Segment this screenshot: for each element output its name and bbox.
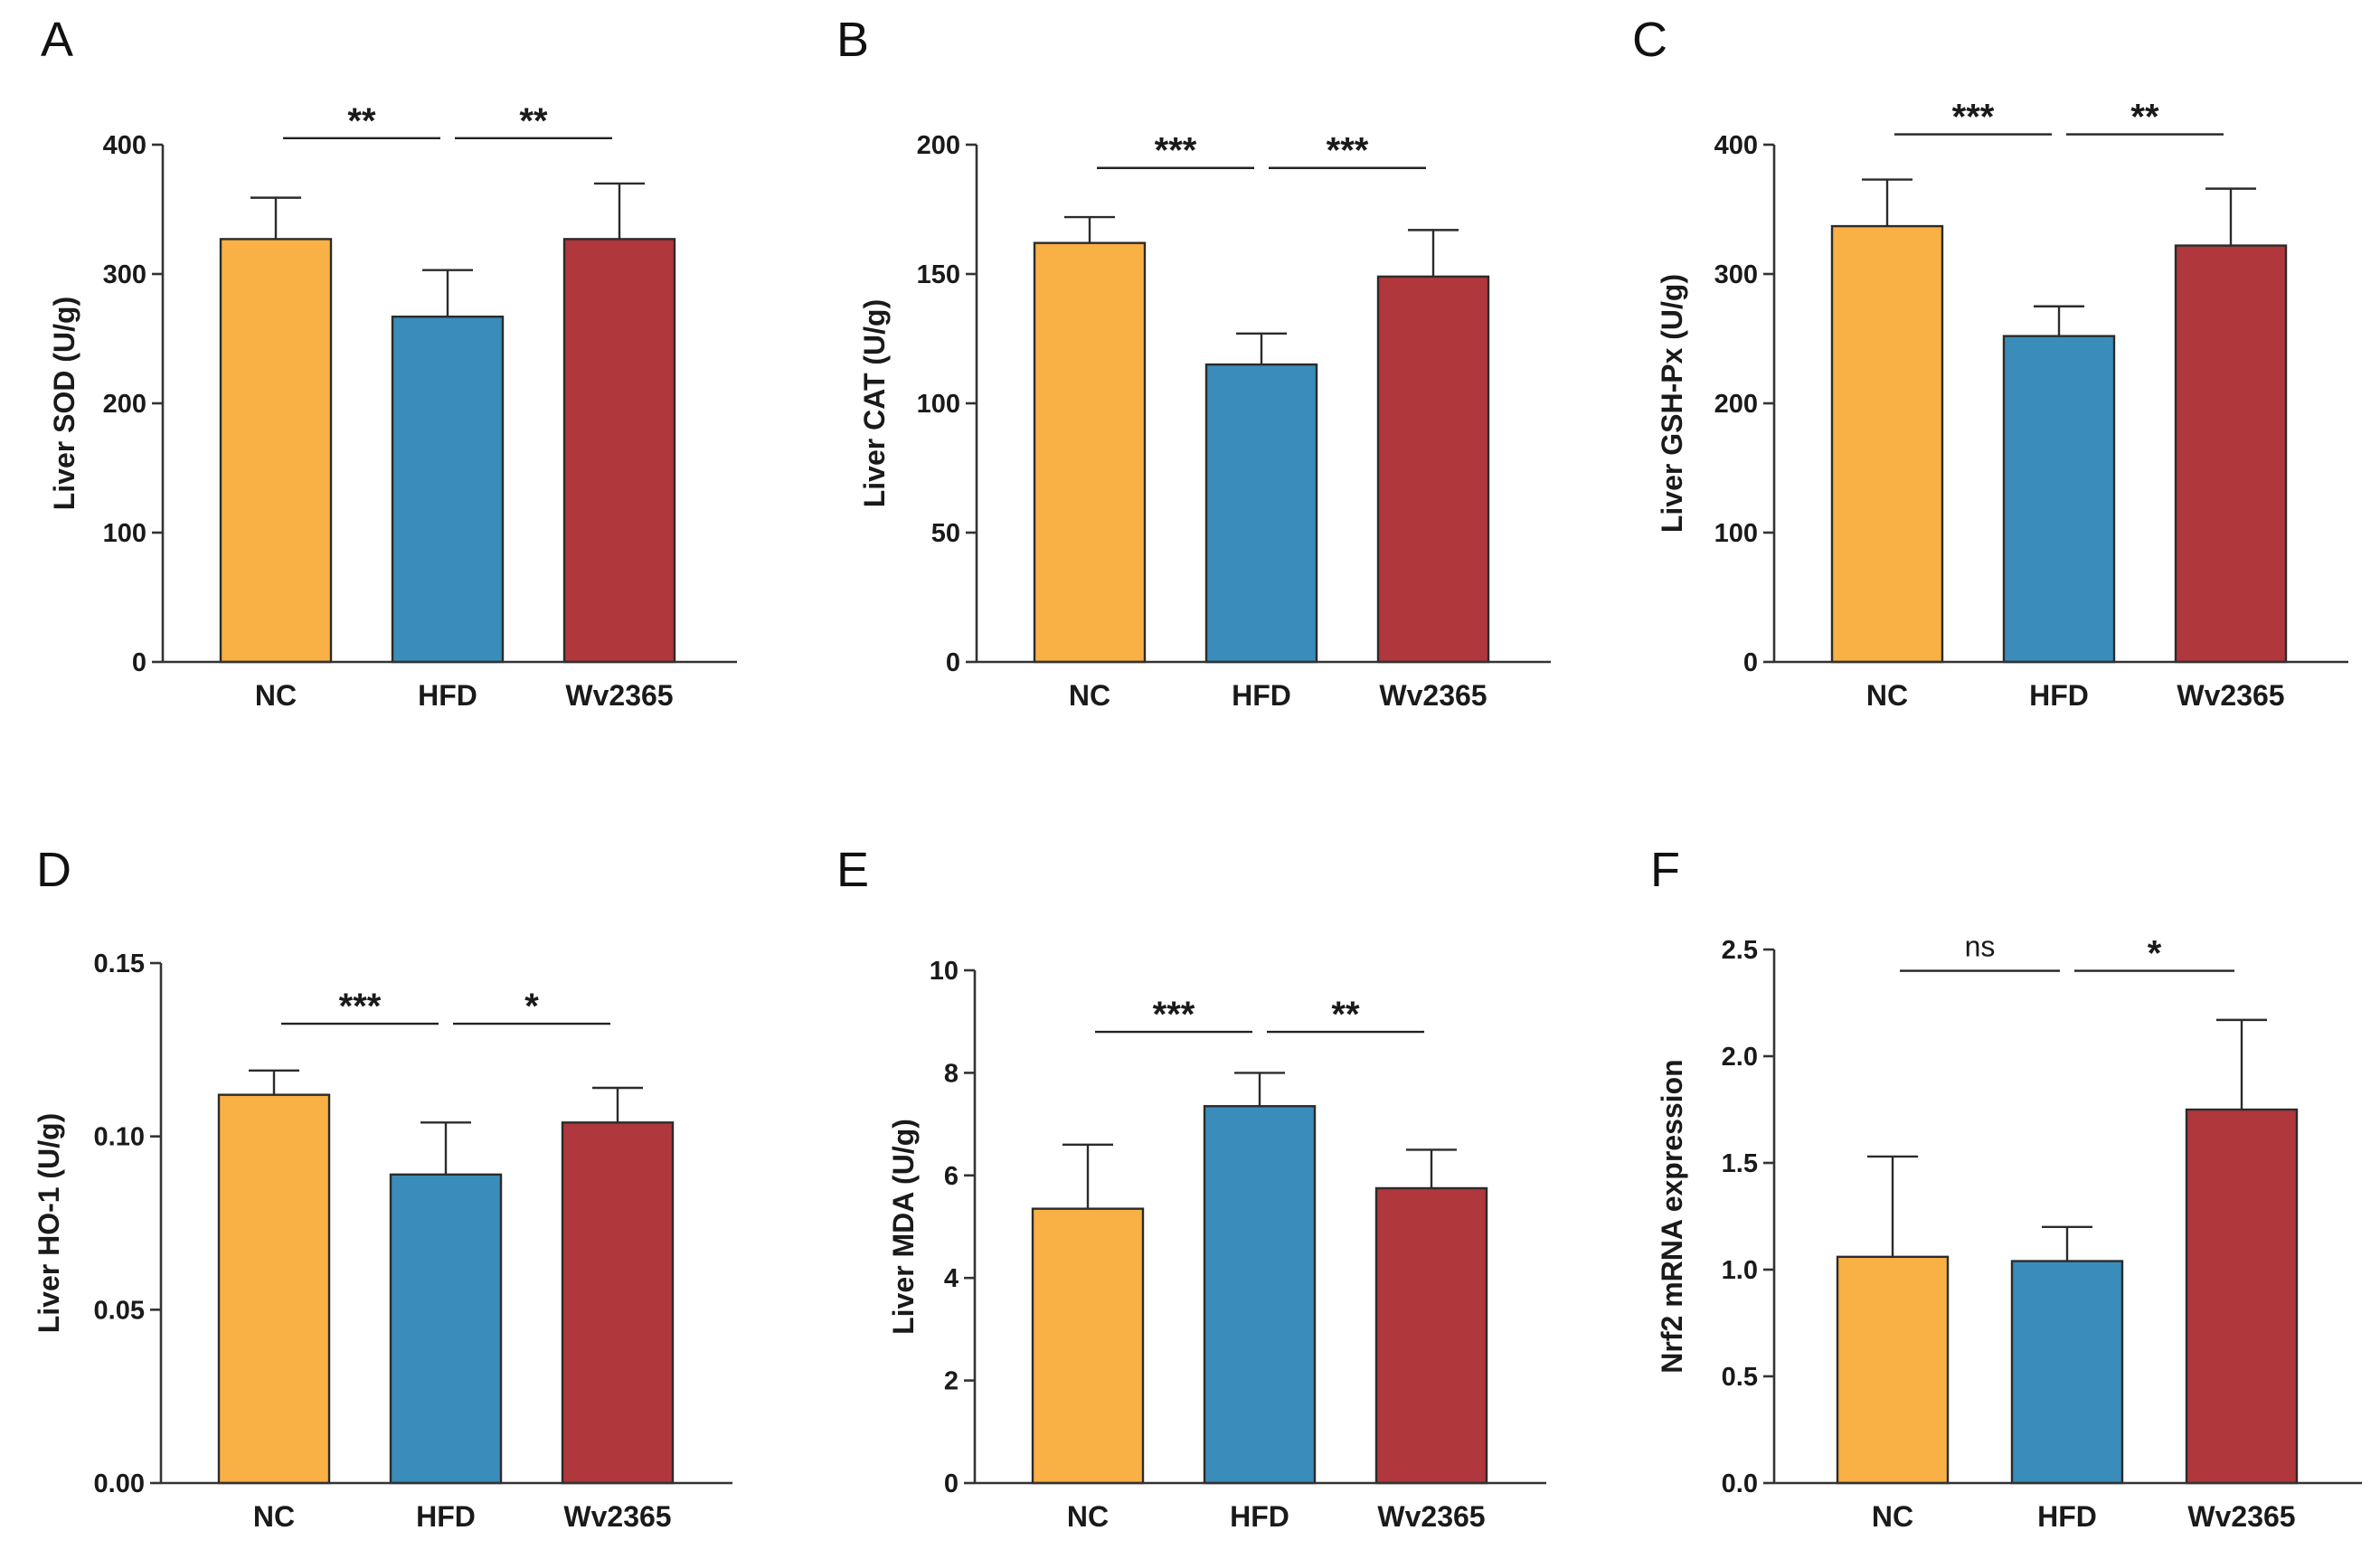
- x-tick-label: Wv2365: [1379, 679, 1487, 712]
- y-tick-label: 200: [103, 390, 146, 419]
- bar-hfd: [1203, 1105, 1317, 1485]
- bar-nc: [1033, 241, 1147, 664]
- y-tick-label: 200: [1714, 390, 1758, 419]
- panel-label-d: D: [36, 843, 71, 897]
- significance-label: **: [1331, 995, 1360, 1035]
- y-tick-label: 2: [944, 1367, 959, 1396]
- bar-wv2365: [1376, 275, 1490, 664]
- bar-wv2365: [561, 1121, 675, 1485]
- y-tick-label: 0: [1743, 648, 1758, 677]
- bar-hfd: [2002, 335, 2116, 664]
- y-tick-label: 0: [946, 648, 960, 677]
- y-tick-label: 0: [944, 1469, 959, 1498]
- x-tick-label: NC: [1069, 679, 1110, 712]
- bar-wv2365: [562, 238, 676, 664]
- y-tick-label: 1.0: [1722, 1256, 1758, 1285]
- y-tick-label: 0.05: [94, 1296, 145, 1325]
- bar-nc: [1830, 224, 1944, 664]
- x-tick-label: Wv2365: [565, 679, 673, 712]
- x-tick-label: NC: [253, 1500, 295, 1533]
- y-tick-label: 2.0: [1722, 1043, 1758, 1072]
- chart-panel-c: NC HFD Wv2365 0 100 200 300 400 Liver GSH-Px (U/…: [1656, 98, 2348, 712]
- panel-label-c: C: [1632, 13, 1667, 67]
- y-axis-title: Liver GSH-Px (U/g): [1656, 274, 1688, 533]
- significance-label: **: [519, 101, 548, 141]
- x-tick-label: HFD: [2029, 679, 2089, 712]
- panel-label-e: E: [836, 843, 869, 897]
- panel-label-f: F: [1650, 843, 1680, 897]
- significance-label: **: [347, 101, 376, 141]
- x-tick-label: Wv2365: [2187, 1500, 2295, 1533]
- significance-label: ***: [339, 987, 382, 1026]
- chart-panel-f: NC HFD Wv2365 0.0 0.5 1.0 1.5 2.0 2.5 Nrf2 mRNA e…: [1656, 931, 2362, 1533]
- x-tick-label: NC: [1872, 1500, 1913, 1533]
- significance-label: *: [524, 987, 539, 1026]
- bar-nc: [1031, 1207, 1145, 1485]
- y-axis-title: Nrf2 mRNA expression: [1656, 1059, 1688, 1373]
- y-tick-label: 6: [944, 1162, 959, 1191]
- y-tick-label: 8: [944, 1059, 959, 1088]
- significance-label: ***: [1155, 131, 1197, 171]
- panel-label-b: B: [836, 13, 869, 67]
- y-tick-label: 10: [930, 957, 959, 986]
- y-tick-label: 0.10: [94, 1123, 145, 1152]
- y-axis-title: Liver HO-1 (U/g): [33, 1113, 65, 1334]
- x-tick-label: HFD: [1232, 679, 1291, 712]
- y-tick-label: 1.5: [1722, 1149, 1758, 1178]
- bar-nc: [217, 1093, 331, 1485]
- y-axis-title: Liver MDA (U/g): [887, 1119, 920, 1335]
- bar-hfd: [2010, 1260, 2124, 1485]
- y-tick-label: 100: [103, 519, 146, 548]
- y-axis-title: Liver CAT (U/g): [858, 299, 891, 508]
- bar-hfd: [391, 315, 505, 664]
- bar-wv2365: [2174, 244, 2288, 664]
- panel-label-a: A: [41, 13, 73, 67]
- x-tick-label: HFD: [418, 679, 477, 712]
- x-tick-label: HFD: [1230, 1500, 1289, 1533]
- y-tick-label: 0.15: [94, 950, 145, 978]
- y-tick-label: 200: [917, 131, 960, 160]
- bar-nc: [1836, 1255, 1950, 1485]
- bar-wv2365: [1374, 1186, 1488, 1485]
- y-tick-label: 0.5: [1722, 1363, 1758, 1392]
- bar-wv2365: [2185, 1108, 2299, 1485]
- significance-label: ***: [1327, 131, 1369, 171]
- bar-hfd: [1204, 363, 1318, 664]
- significance-label: **: [2130, 98, 2159, 137]
- y-axis-title: Liver SOD (U/g): [48, 297, 80, 510]
- y-tick-label: 0: [132, 648, 146, 677]
- significance-label: ns: [1965, 931, 1996, 963]
- y-tick-label: 300: [103, 260, 146, 289]
- y-tick-label: 100: [1714, 519, 1758, 548]
- y-tick-label: 150: [917, 260, 960, 289]
- y-tick-label: 300: [1714, 260, 1758, 289]
- y-tick-label: 0.0: [1722, 1469, 1758, 1498]
- y-tick-label: 100: [917, 390, 960, 419]
- x-tick-label: HFD: [416, 1500, 476, 1533]
- y-tick-label: 400: [1714, 131, 1758, 160]
- x-tick-label: NC: [255, 679, 297, 712]
- y-tick-label: 50: [931, 519, 960, 548]
- x-tick-label: HFD: [2037, 1500, 2097, 1533]
- x-tick-label: NC: [1866, 679, 1908, 712]
- x-tick-label: Wv2365: [563, 1500, 671, 1533]
- y-tick-label: 2.5: [1722, 936, 1758, 965]
- chart-panel-a: NC HFD Wv2365 0 100 200 300 400 Liver SOD (U/g) *…: [48, 101, 737, 712]
- x-tick-label: Wv2365: [2177, 679, 2284, 712]
- bar-nc: [219, 238, 333, 664]
- y-tick-label: 400: [103, 131, 146, 160]
- y-tick-label: 4: [944, 1264, 959, 1293]
- x-tick-label: NC: [1067, 1500, 1109, 1533]
- y-tick-label: 0.00: [94, 1469, 145, 1498]
- significance-label: ***: [1153, 995, 1195, 1035]
- bar-hfd: [389, 1173, 503, 1485]
- x-tick-label: Wv2365: [1377, 1500, 1485, 1533]
- chart-panel-b: NC HFD Wv2365 0 50 100 150 200 Liver CAT (U/g) **…: [858, 131, 1551, 712]
- significance-label: ***: [1952, 98, 1995, 137]
- significance-label: *: [2148, 934, 2162, 974]
- chart-panel-d: NC HFD Wv2365 0.00 0.05 0.10 0.15 Liver HO-1 (U…: [33, 950, 732, 1533]
